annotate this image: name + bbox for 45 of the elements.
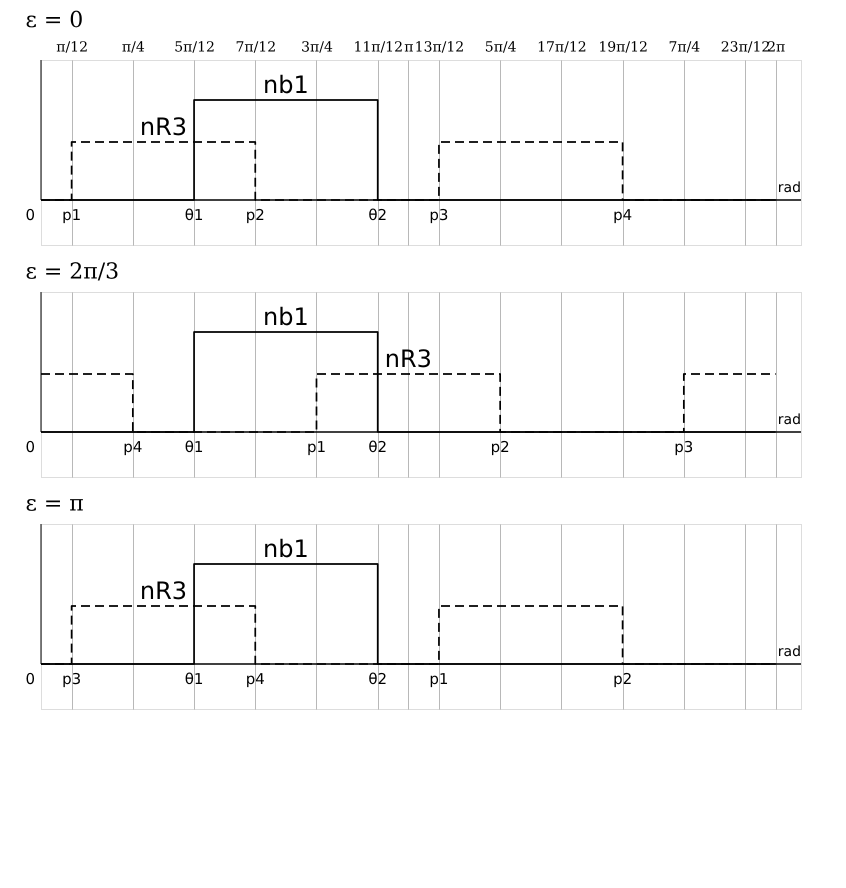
x-tick-label: 7π/4 <box>668 40 700 56</box>
series-label: nR3 <box>384 345 432 373</box>
annotation: p2 <box>490 438 510 456</box>
annotation: 0 <box>25 438 35 456</box>
x-axis-title: rad <box>778 412 801 428</box>
x-tick-label: 5π/4 <box>484 40 517 56</box>
x-tick-label: π <box>404 40 414 56</box>
x-tick-label: 7π/12 <box>235 40 276 56</box>
annotation: θ2 <box>368 438 388 456</box>
annotation: θ1 <box>184 670 204 688</box>
x-tick-label: 13π/12 <box>414 40 464 56</box>
series-label: nR3 <box>140 113 188 141</box>
annotation: 0 <box>25 206 35 224</box>
annotation: 0 <box>25 670 35 688</box>
x-axis-title: rad <box>778 644 801 660</box>
annotation: θ1 <box>184 206 204 224</box>
annotation: p1 <box>306 438 326 456</box>
x-tick-label: 19π/12 <box>598 40 648 56</box>
series-label: nb1 <box>263 71 309 99</box>
annotation: θ2 <box>368 670 388 688</box>
x-tick-label: 5π/12 <box>174 40 215 56</box>
annotation: p4 <box>246 670 265 688</box>
x-tick-label: 3π/4 <box>301 40 333 56</box>
annotation: p2 <box>613 670 632 688</box>
annotation: p3 <box>429 206 448 224</box>
chart-title: ε = π <box>25 492 84 516</box>
annotation: p4 <box>123 438 142 456</box>
annotation: p3 <box>62 670 82 688</box>
x-tick-label: π/4 <box>122 40 145 56</box>
x-tick-label: 17π/12 <box>537 40 587 56</box>
chart-title: ε = 2π/3 <box>25 260 120 284</box>
series-label: nR3 <box>140 577 188 605</box>
x-tick-label: 11π/12 <box>353 40 403 56</box>
annotation: θ1 <box>184 438 204 456</box>
series-label: nb1 <box>263 535 309 563</box>
annotation: p3 <box>674 438 694 456</box>
series-label: nb1 <box>263 303 309 331</box>
annotation: θ2 <box>368 206 388 224</box>
annotation: p2 <box>246 206 265 224</box>
annotation: p1 <box>62 206 82 224</box>
annotation: p1 <box>429 670 448 688</box>
annotation: p4 <box>613 206 632 224</box>
x-axis-title: rad <box>778 180 801 196</box>
x-tick-label: π/12 <box>56 40 88 56</box>
chart-title: ε = 0 <box>25 8 84 33</box>
